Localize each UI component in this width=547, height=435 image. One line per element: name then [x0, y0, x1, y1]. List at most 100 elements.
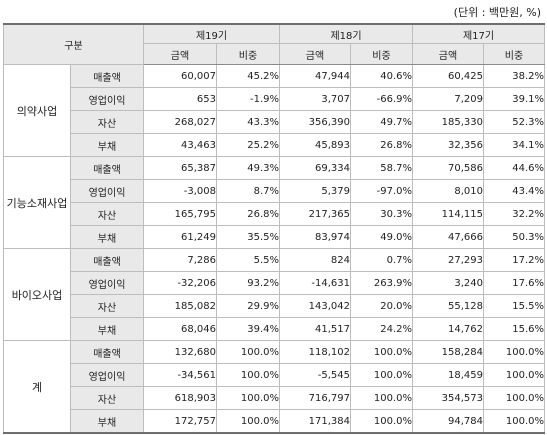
- segment-financials-table: 구분 제19기 제18기 제17기 금액 비중 금액 비중 금액 비중 의약사업…: [3, 23, 545, 434]
- ratio-cell: 17.6%: [483, 271, 545, 295]
- ratio-cell: 15.6%: [483, 317, 545, 341]
- ratio-cell: 8.7%: [216, 179, 280, 203]
- ratio-cell: -66.9%: [350, 87, 413, 111]
- amount-cell: -32,206: [143, 271, 217, 295]
- amount-cell: 354,573: [412, 386, 484, 410]
- amount-cell: -3,008: [143, 179, 217, 203]
- segment-name: 기능소재사업: [3, 156, 71, 249]
- table-row: 부채 61,249 35.5% 83,974 49.0% 47,666 50.3%: [4, 225, 545, 249]
- table-row: 기능소재사업 매출액 65,387 49.3% 69,334 58.7% 70,586 44.…: [3, 156, 545, 249]
- amount-cell: 41,517: [279, 317, 351, 341]
- amount-cell: 132,680: [143, 340, 217, 364]
- ratio-cell: 100.0%: [483, 340, 545, 364]
- row-item-label: 자산: [70, 294, 144, 318]
- amount-cell: 3,240: [412, 271, 484, 295]
- ratio-cell: 26.8%: [350, 133, 413, 157]
- ratio-cell: 100.0%: [483, 363, 545, 387]
- amount-cell: 14,762: [412, 317, 484, 341]
- ratio-cell: -97.0%: [350, 179, 413, 203]
- amount-cell: 716,797: [279, 386, 351, 410]
- ratio-cell: 45.2%: [216, 64, 280, 88]
- amount-cell: 61,249: [143, 225, 217, 249]
- amount-cell: 618,903: [143, 386, 217, 410]
- header-ratio: 비중: [216, 43, 280, 65]
- segment-name: 계: [3, 340, 71, 434]
- amount-cell: 55,128: [412, 294, 484, 318]
- amount-cell: 68,046: [143, 317, 217, 341]
- ratio-cell: 100.0%: [350, 386, 413, 410]
- ratio-cell: 100.0%: [350, 363, 413, 387]
- amount-cell: -34,561: [143, 363, 217, 387]
- row-item-label: 매출액: [70, 64, 144, 88]
- amount-cell: -5,545: [279, 363, 351, 387]
- header-ratio: 비중: [483, 43, 545, 65]
- amount-cell: 18,459: [412, 363, 484, 387]
- amount-cell: 7,286: [143, 248, 217, 272]
- amount-cell: 7,209: [412, 87, 484, 111]
- header-period-17: 제17기: [412, 23, 545, 44]
- amount-cell: 217,365: [279, 202, 351, 226]
- amount-cell: 60,007: [143, 64, 217, 88]
- row-item-label: 부채: [70, 317, 144, 341]
- row-item-label: 자산: [70, 202, 144, 226]
- ratio-cell: 93.2%: [216, 271, 280, 295]
- ratio-cell: 52.3%: [483, 110, 545, 134]
- ratio-cell: 17.2%: [483, 248, 545, 272]
- ratio-cell: 15.5%: [483, 294, 545, 318]
- amount-cell: 653: [143, 87, 217, 111]
- amount-cell: 268,027: [143, 110, 217, 134]
- ratio-cell: 100.0%: [216, 363, 280, 387]
- ratio-cell: 39.1%: [483, 87, 545, 111]
- header-amount: 금액: [143, 43, 217, 65]
- segment-name: 바이오사업: [3, 248, 71, 341]
- table-row: 영업이익 653 -1.9% 3,707 -66.9% 7,209 39.1%: [4, 87, 545, 111]
- table-row: 영업이익 -3,008 8.7% 5,379 -97.0% 8,010 43.4%: [4, 179, 545, 203]
- row-item-label: 부채: [70, 225, 144, 249]
- amount-cell: 83,974: [279, 225, 351, 249]
- table-row: 자산 618,903 100.0% 716,797 100.0% 354,573 100.0…: [4, 386, 545, 410]
- amount-cell: 47,944: [279, 64, 351, 88]
- ratio-cell: 100.0%: [350, 409, 413, 434]
- ratio-cell: 24.2%: [350, 317, 413, 341]
- table-row: 영업이익 -32,206 93.2% -14,631 263.9% 3,240 17.6%: [4, 271, 545, 295]
- table-row: 계 매출액 132,680 100.0% 118,102 100.0% 158,284 100…: [3, 340, 545, 434]
- ratio-cell: 43.4%: [483, 179, 545, 203]
- ratio-cell: 32.2%: [483, 202, 545, 226]
- ratio-cell: 49.7%: [350, 110, 413, 134]
- header-amount: 금액: [412, 43, 484, 65]
- row-item-label: 영업이익: [70, 87, 144, 111]
- amount-cell: 824: [279, 248, 351, 272]
- header-amount: 금액: [279, 43, 351, 65]
- amount-cell: 171,384: [279, 409, 351, 434]
- ratio-cell: 50.3%: [483, 225, 545, 249]
- ratio-cell: 40.6%: [350, 64, 413, 88]
- row-item-label: 자산: [70, 386, 144, 410]
- ratio-cell: 263.9%: [350, 271, 413, 295]
- ratio-cell: 34.1%: [483, 133, 545, 157]
- amount-cell: 43,463: [143, 133, 217, 157]
- amount-cell: 165,795: [143, 202, 217, 226]
- row-item-label: 영업이익: [70, 271, 144, 295]
- ratio-cell: 39.4%: [216, 317, 280, 341]
- amount-cell: 60,425: [412, 64, 484, 88]
- ratio-cell: 100.0%: [216, 409, 280, 434]
- amount-cell: 158,284: [412, 340, 484, 364]
- amount-cell: 185,330: [412, 110, 484, 134]
- amount-cell: 70,586: [412, 156, 484, 180]
- table-row: 바이오사업 매출액 7,286 5.5% 824 0.7% 27,293 17.2%: [3, 248, 545, 341]
- table-row: 부채 172,757 100.0% 171,384 100.0% 94,784 100.0%: [4, 409, 545, 434]
- ratio-cell: 0.7%: [350, 248, 413, 272]
- table-body: 의약사업 매출액 60,007 45.2% 47,944 40.6% 60,425 38.2%…: [3, 64, 545, 434]
- ratio-cell: 43.3%: [216, 110, 280, 134]
- amount-cell: -14,631: [279, 271, 351, 295]
- ratio-cell: 44.6%: [483, 156, 545, 180]
- ratio-cell: 5.5%: [216, 248, 280, 272]
- amount-cell: 8,010: [412, 179, 484, 203]
- ratio-cell: 100.0%: [216, 340, 280, 364]
- amount-cell: 356,390: [279, 110, 351, 134]
- ratio-cell: 29.9%: [216, 294, 280, 318]
- ratio-cell: 100.0%: [483, 386, 545, 410]
- ratio-cell: 49.3%: [216, 156, 280, 180]
- amount-cell: 114,115: [412, 202, 484, 226]
- row-item-label: 부채: [70, 409, 144, 434]
